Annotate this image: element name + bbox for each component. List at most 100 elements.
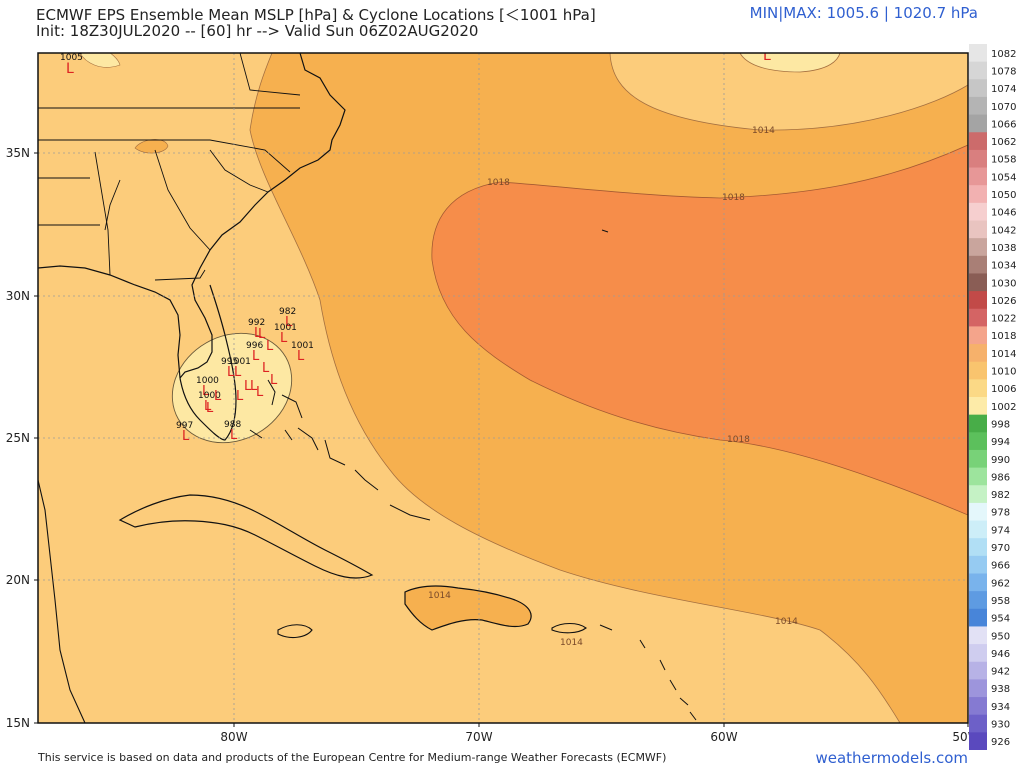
brand-link[interactable]: weathermodels.com bbox=[815, 749, 968, 767]
colorbar-label: 946 bbox=[991, 649, 1010, 660]
lon-label: 60W bbox=[710, 730, 737, 744]
cuba bbox=[118, 494, 374, 579]
colorbar-swatch bbox=[969, 379, 987, 398]
colorbar-label: 1018 bbox=[991, 331, 1016, 342]
colorbar-label: 1070 bbox=[991, 102, 1016, 113]
colorbar-swatch bbox=[969, 573, 987, 592]
cyclone-L: L bbox=[244, 379, 252, 394]
contour-label: 1018 bbox=[487, 178, 510, 188]
colorbar-label: 1046 bbox=[991, 208, 1016, 219]
cyclone-label: 1001 bbox=[274, 323, 297, 333]
colorbar-label: 998 bbox=[991, 419, 1010, 430]
contour-label: 1014 bbox=[560, 638, 583, 648]
cyclone-L: L bbox=[270, 373, 278, 388]
lat-label: 25N bbox=[6, 431, 30, 445]
chart-subtitle: Init: 18Z30JUL2020 -- [60] hr --> Valid … bbox=[36, 22, 479, 40]
cyclone-L: L bbox=[254, 326, 262, 341]
colorbar-swatch bbox=[969, 555, 987, 574]
colorbar-swatch bbox=[969, 414, 987, 433]
colorbar-label: 1062 bbox=[991, 137, 1016, 148]
colorbar-swatch bbox=[969, 502, 987, 522]
colorbar-swatch bbox=[969, 449, 987, 469]
colorbar-label: 1030 bbox=[991, 278, 1016, 289]
colorbar-label: 974 bbox=[991, 525, 1010, 536]
colorbar-swatch bbox=[969, 185, 987, 204]
colorbar-label: 942 bbox=[991, 667, 1010, 678]
cyclone-L: L bbox=[236, 389, 244, 404]
contour-label: 1018 bbox=[722, 193, 745, 203]
cyclone-label: 988 bbox=[224, 420, 241, 430]
colorbar-label: 930 bbox=[991, 720, 1010, 731]
colorbar-swatch bbox=[969, 608, 987, 627]
cyclone-L: L bbox=[230, 428, 238, 443]
contour-labels: 1005 1014 1018 1018 1018 1014 1014 1014 bbox=[428, 40, 798, 648]
puerto-rico bbox=[551, 622, 587, 634]
colorbar-label: 1038 bbox=[991, 243, 1016, 254]
colorbar-label: 982 bbox=[991, 490, 1010, 501]
colorbar-swatch bbox=[969, 273, 987, 292]
colorbar-label: 958 bbox=[991, 596, 1010, 607]
lat-label: 15N bbox=[6, 716, 30, 730]
colorbar-label: 1066 bbox=[991, 119, 1016, 130]
low-pressure-ellipse bbox=[171, 332, 293, 444]
colorbar-swatch bbox=[969, 167, 987, 186]
cyclone-L: L bbox=[256, 385, 264, 400]
cyclone-L: L bbox=[204, 399, 212, 414]
colorbar-swatch bbox=[969, 308, 987, 327]
cyclone-L: L bbox=[285, 315, 293, 330]
cyclone-label: 1000 bbox=[198, 391, 221, 401]
colorbar-swatch bbox=[969, 697, 987, 716]
contour-label: 1005 bbox=[757, 40, 780, 50]
colorbar-swatch bbox=[969, 538, 987, 557]
state-borders bbox=[38, 53, 301, 281]
lon-label: 80W bbox=[220, 730, 247, 744]
colorbar-swatch bbox=[969, 591, 987, 610]
colorbar-swatch bbox=[969, 44, 987, 63]
graticule bbox=[38, 53, 968, 723]
cyclone-label: 996 bbox=[246, 341, 263, 351]
colorbar-swatch bbox=[969, 114, 987, 133]
cyclone-L: L bbox=[763, 48, 771, 64]
colorbar-label: 1082 bbox=[991, 49, 1016, 60]
cyclone-L: L bbox=[214, 389, 222, 404]
lat-label: 35N bbox=[6, 146, 30, 160]
cyclone-L: L bbox=[266, 339, 274, 354]
lon-label: 70W bbox=[465, 730, 492, 744]
cyclone-L: L bbox=[252, 349, 260, 364]
contour-label: 1014 bbox=[775, 617, 798, 627]
cyclone-L: L bbox=[234, 365, 242, 380]
cyclone-label: 1001 bbox=[228, 357, 251, 367]
colorbar-label: 986 bbox=[991, 472, 1010, 483]
cyclone-L: L bbox=[250, 379, 258, 394]
colorbar-label: 1026 bbox=[991, 296, 1016, 307]
colorbar-swatch bbox=[969, 96, 987, 116]
cyclone-L: L bbox=[206, 401, 214, 416]
colorbar-swatch bbox=[969, 485, 987, 504]
colorbar-label: 978 bbox=[991, 508, 1010, 519]
colorbar-swatch bbox=[969, 326, 987, 345]
map-frame bbox=[37, 52, 969, 724]
cyclone-L: L bbox=[262, 361, 270, 376]
contour-label: 1018 bbox=[727, 435, 750, 445]
colorbar-swatch bbox=[969, 467, 987, 486]
isobar-region-1018 bbox=[431, 144, 968, 516]
colorbar-swatch bbox=[969, 361, 987, 380]
colorbar-label: 1014 bbox=[991, 349, 1016, 360]
colorbar-swatch bbox=[969, 291, 987, 310]
cyclone-label: 1001 bbox=[291, 341, 314, 351]
bahamas bbox=[249, 379, 431, 521]
colorbar-swatch bbox=[969, 661, 987, 680]
colorbar-swatch bbox=[969, 679, 987, 698]
colorbar-label: 1002 bbox=[991, 402, 1016, 413]
colorbar-swatch bbox=[969, 255, 987, 274]
colorbar-swatch bbox=[969, 132, 987, 151]
isobar-region-1006-north bbox=[739, 53, 841, 73]
gulf-coastline bbox=[38, 265, 181, 379]
cyclone-label: 982 bbox=[279, 307, 296, 317]
colorbar-label: 1074 bbox=[991, 84, 1016, 95]
colorbar-label: 934 bbox=[991, 702, 1010, 713]
colorbar-label: 950 bbox=[991, 631, 1010, 642]
